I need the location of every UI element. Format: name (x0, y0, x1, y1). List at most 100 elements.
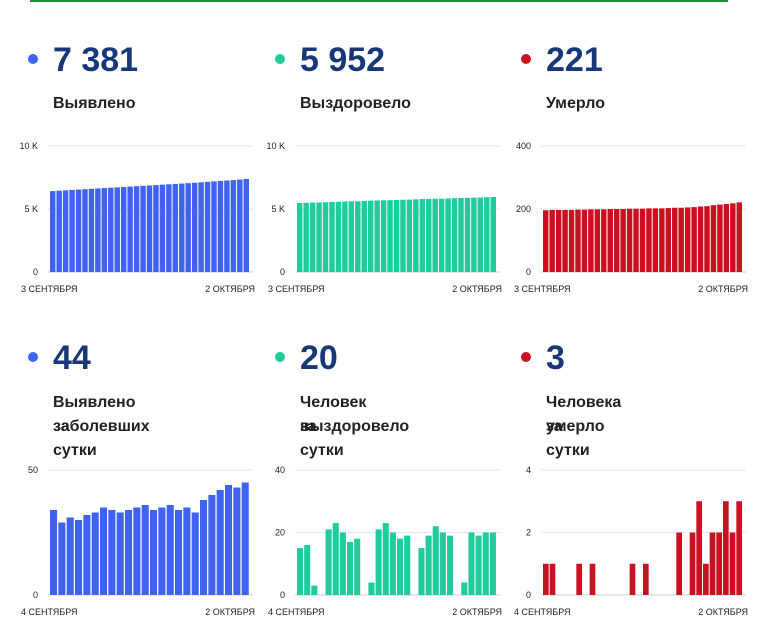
stat-value: 20 (300, 339, 338, 377)
bar (458, 198, 464, 272)
bar (367, 200, 374, 272)
bar (153, 185, 159, 272)
stat-value: 7 381 (53, 41, 139, 79)
top-rule (30, 0, 728, 2)
bar (311, 585, 318, 596)
bar (224, 180, 230, 272)
bar (639, 208, 646, 272)
bar (339, 532, 346, 595)
x-start-label: 4 СЕНТЯБРЯ (21, 607, 78, 617)
bar (172, 183, 179, 272)
bar (730, 203, 736, 272)
bar (158, 507, 166, 595)
bar (304, 545, 311, 595)
bar (116, 512, 124, 595)
bar (709, 532, 716, 595)
bar (568, 209, 575, 272)
bar (543, 563, 549, 595)
bar (723, 203, 730, 272)
bar (150, 510, 158, 595)
y-tick-label: 400 (516, 141, 531, 151)
bar (108, 510, 116, 595)
bar (329, 201, 335, 272)
y-tick-label: 5 K (24, 204, 38, 214)
bar (297, 548, 304, 596)
bar (704, 206, 710, 272)
legend-dot (521, 352, 531, 362)
bar (368, 582, 375, 595)
stat-label: за сутки (53, 418, 97, 459)
bar (684, 207, 691, 272)
bar (75, 520, 83, 595)
bar (297, 202, 303, 272)
bar (696, 501, 702, 595)
y-tick-label: 0 (280, 590, 285, 600)
bar (703, 563, 709, 595)
bar (691, 207, 697, 272)
bar (191, 182, 198, 272)
bar (406, 199, 413, 272)
bar (482, 532, 489, 595)
bar (322, 202, 329, 272)
bar (191, 512, 199, 595)
bar (581, 209, 588, 272)
bar (62, 190, 69, 272)
bar (185, 183, 191, 272)
bar (83, 515, 91, 595)
bar (633, 208, 639, 272)
bar (141, 505, 149, 595)
bar (91, 512, 99, 595)
bar (200, 500, 208, 595)
bar (652, 208, 659, 272)
bar (120, 186, 127, 272)
stat-label: Выявлено (53, 95, 136, 112)
bar (678, 207, 684, 272)
bar (484, 197, 490, 272)
bar (382, 523, 389, 596)
bar (665, 208, 672, 272)
x-start-label: 3 СЕНТЯБРЯ (268, 284, 325, 294)
bar (56, 190, 62, 272)
y-tick-label: 40 (275, 465, 285, 475)
stat-label: за сутки (300, 418, 344, 459)
bar (233, 487, 241, 595)
legend-dot (275, 54, 285, 64)
bar (629, 563, 636, 595)
bar (354, 538, 361, 595)
bar (217, 180, 224, 272)
bar (335, 201, 342, 272)
bar (646, 208, 652, 272)
y-tick-label: 0 (526, 590, 531, 600)
bar (562, 209, 568, 272)
bar (159, 184, 166, 272)
bar (66, 517, 74, 595)
bar (375, 529, 382, 596)
bar (555, 209, 562, 272)
bar (95, 188, 101, 272)
bar (125, 510, 133, 595)
bar (166, 505, 174, 595)
bar (348, 201, 355, 272)
bar (607, 209, 613, 272)
legend-dot (28, 352, 38, 362)
bar (543, 210, 549, 272)
bar (489, 532, 496, 595)
bar (140, 185, 146, 272)
bar (588, 209, 594, 272)
bar (710, 205, 717, 272)
bar (432, 526, 439, 595)
x-end-label: 2 ОКТЯБРЯ (452, 607, 502, 617)
bar (127, 186, 133, 272)
stat-value: 44 (53, 339, 91, 377)
bar (225, 485, 233, 595)
stat-label: Выявлено заболевших (53, 394, 150, 435)
bar (475, 535, 482, 596)
stat-value: 3 (546, 339, 565, 377)
bar (397, 538, 404, 595)
bar (393, 199, 400, 272)
bar (426, 198, 432, 272)
bar (58, 522, 66, 595)
bar (697, 206, 704, 272)
bar (672, 207, 678, 272)
bar (404, 535, 411, 596)
